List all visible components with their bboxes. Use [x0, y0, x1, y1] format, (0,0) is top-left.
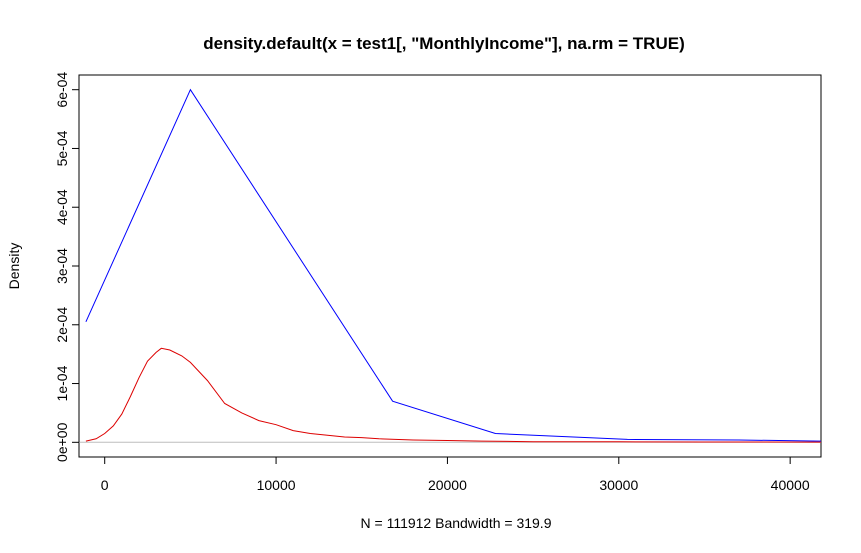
y-tick-label: 1e-04 [54, 365, 70, 401]
density-line-1 [85, 88, 822, 442]
x-tick-label: 30000 [599, 477, 638, 493]
y-axis: 0e+00 1e-04 2e-04 3e-04 4e-04 5e-04 6e-04 [54, 72, 80, 462]
y-tick-label: 2e-04 [54, 307, 70, 343]
x-tick-label: 40000 [771, 477, 810, 493]
chart-title: density.default(x = test1[, "MonthlyInco… [203, 34, 685, 53]
x-tick-label: 20000 [428, 477, 467, 493]
y-tick-label: 4e-04 [54, 189, 70, 225]
density-line-2 [85, 347, 822, 443]
x-tick-label: 10000 [257, 477, 296, 493]
plot-frame [78, 74, 822, 458]
y-axis-label: Density [6, 243, 22, 290]
x-axis: 0 10000 20000 30000 40000 [101, 456, 810, 493]
y-tick-label: 3e-04 [54, 248, 70, 284]
x-axis-label: N = 111912 Bandwidth = 319.9 [361, 515, 552, 531]
y-tick-label: 5e-04 [54, 130, 70, 166]
x-tick-label: 0 [101, 477, 109, 493]
y-tick-label: 6e-04 [54, 72, 70, 108]
y-tick-label: 0e+00 [54, 422, 70, 462]
